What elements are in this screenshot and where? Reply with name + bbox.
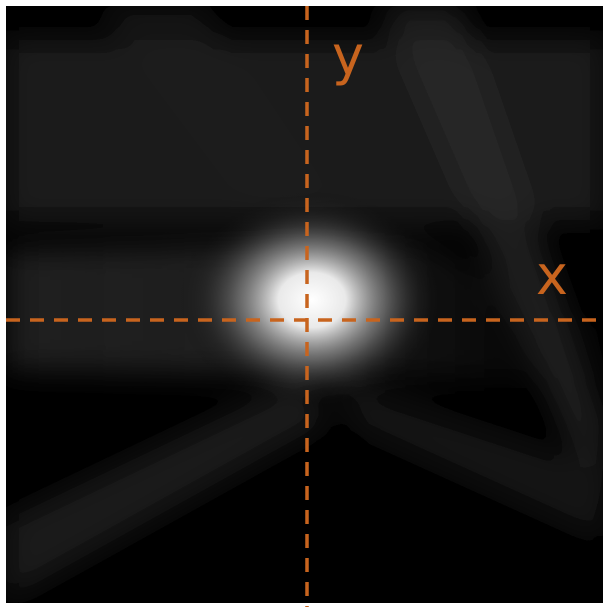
y-label: y [332, 24, 364, 87]
x-label: x [536, 244, 568, 307]
bright-spot [177, 190, 447, 410]
image [6, 6, 603, 603]
